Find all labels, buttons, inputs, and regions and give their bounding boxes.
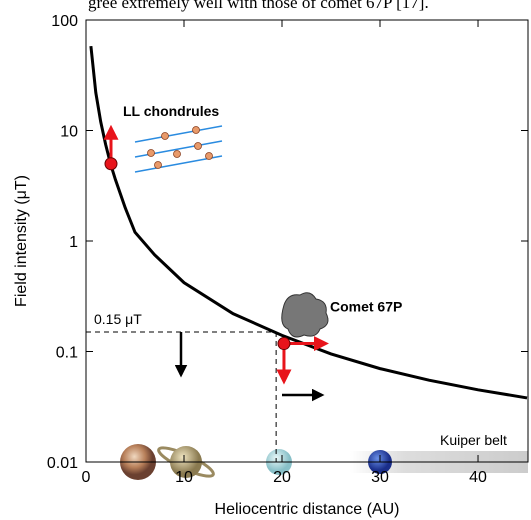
x-tick-label: 0: [82, 469, 91, 486]
point: [104, 157, 118, 171]
illustrations: [120, 125, 528, 480]
point: [277, 337, 291, 351]
x-tick-label: 10: [175, 469, 193, 486]
x-tick-label: 30: [371, 469, 389, 486]
region-label: Kuiper belt: [440, 432, 507, 448]
point-label: LL chondrules: [123, 103, 219, 119]
curve: [89, 45, 528, 400]
y-tick-label: 10: [60, 124, 78, 141]
y-tick-label: 0.01: [47, 455, 78, 472]
caption-fragment: gree extremely well with those of comet …: [88, 0, 429, 12]
chondrules: [147, 126, 213, 169]
y-tick-label: 0.1: [56, 345, 78, 362]
x-tick-label: 20: [273, 469, 291, 486]
threshold-label: 0.15 μT: [94, 311, 142, 327]
y-tick-label: 1: [69, 234, 78, 251]
y-tick-label: 100: [51, 13, 78, 30]
chondrule-image: [134, 125, 223, 173]
comet-image: [281, 292, 329, 338]
point-label: Comet 67P: [330, 299, 402, 315]
y-axis-title: Field intensity (μT): [13, 175, 30, 307]
x-axis-title: Heliocentric distance (AU): [215, 501, 400, 518]
x-tick-label: 40: [469, 469, 487, 486]
